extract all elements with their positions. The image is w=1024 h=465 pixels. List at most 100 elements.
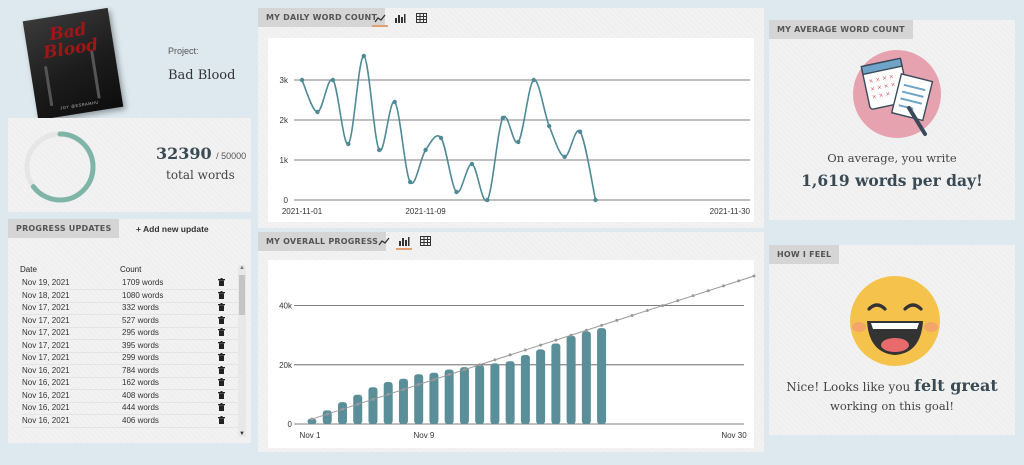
row-count: 1709 words — [122, 278, 164, 287]
target-point — [569, 333, 573, 337]
progress-bar — [520, 355, 530, 424]
progress-bar — [459, 367, 469, 424]
progress-updates-tag: PROGRESS UPDATES — [8, 219, 120, 238]
target-point — [737, 279, 741, 283]
row-date: Nov 19, 2021 — [22, 278, 70, 287]
feel-line2: working on this goal! — [829, 399, 955, 413]
calendar-notes-icon: × × × × × × × × × × × — [853, 50, 941, 138]
target-point — [325, 412, 329, 416]
average-card: MY AVERAGE WORD COUNT × × × × × × × × × … — [769, 20, 1015, 220]
row-date: Nov 18, 2021 — [22, 290, 70, 300]
line-chart-icon[interactable] — [376, 234, 392, 248]
data-point — [392, 99, 397, 105]
scroll-up-arrow[interactable]: ▲ — [239, 265, 245, 271]
target-point — [508, 353, 512, 357]
table-icon[interactable] — [413, 11, 429, 25]
trash-icon[interactable] — [218, 303, 225, 311]
target-point — [356, 402, 360, 406]
daily-line-chart: 0 1k 2k 3k 2021-11-01 2021-11-09 2021-11-30 — [280, 53, 751, 216]
average-line2: 1,619 words per day! — [801, 171, 983, 190]
book-cover: Bad Blood JOY @ESRAMHU — [22, 7, 124, 121]
target-point — [630, 313, 634, 317]
scroll-thumb[interactable] — [239, 275, 245, 315]
progress-bar — [475, 365, 485, 424]
data-point — [593, 197, 598, 203]
target-point — [584, 328, 588, 332]
y-tick-label: 0 — [284, 196, 289, 205]
row-count: 527 words — [122, 315, 159, 325]
trash-icon[interactable] — [218, 340, 225, 349]
cover-tree — [90, 50, 101, 99]
target-point — [340, 407, 344, 411]
row-count: 332 words — [122, 303, 159, 312]
data-point — [407, 179, 413, 185]
data-point — [299, 77, 305, 83]
feel-mood: felt great — [914, 376, 998, 395]
data-point — [546, 123, 552, 129]
trash-icon[interactable] — [218, 403, 225, 411]
table-icon[interactable] — [417, 234, 433, 248]
progress-bar — [444, 369, 454, 424]
data-point — [469, 161, 475, 167]
target-point — [539, 343, 543, 347]
average-line1: On average, you write — [827, 151, 957, 165]
trash-icon[interactable] — [218, 353, 225, 361]
table-row: Nov 17, 2021 299 words — [22, 352, 242, 365]
progress-bar — [566, 335, 576, 424]
target-point — [417, 383, 421, 387]
trash-icon[interactable] — [218, 365, 225, 374]
progress-bar — [398, 378, 408, 424]
trash-icon[interactable] — [218, 290, 225, 299]
cover-tree — [44, 66, 54, 107]
line-chart-icon[interactable] — [372, 11, 388, 27]
row-count: 395 words — [122, 340, 159, 350]
trash-icon[interactable] — [218, 378, 225, 386]
data-point — [423, 147, 428, 153]
progress-bar — [536, 349, 546, 424]
how-i-feel-card: HOW I FEEL Nice! Looks like you felt gre… — [769, 245, 1015, 435]
data-point — [500, 115, 506, 121]
y-tick-label: 20k — [279, 361, 293, 370]
scroll-down-arrow[interactable]: ▼ — [239, 431, 245, 437]
target-point — [722, 284, 726, 288]
table-row: Nov 18, 2021 1080 words — [22, 290, 242, 303]
add-update-button[interactable]: + Add new update — [136, 224, 209, 234]
data-point — [438, 135, 444, 141]
data-point — [330, 77, 336, 83]
progress-bar — [337, 402, 347, 424]
trash-icon[interactable] — [218, 390, 225, 399]
target-point — [401, 387, 405, 391]
daily-word-count-card: MY DAILY WORD COUNT 0 1k 2k 3k 2021-11-01 202… — [258, 8, 764, 228]
target-point — [706, 289, 710, 293]
trash-icon[interactable] — [218, 328, 225, 336]
table-row: Nov 17, 2021 527 words — [22, 315, 242, 328]
data-point — [346, 141, 351, 147]
table-row: Nov 17, 2021 332 words — [22, 302, 242, 315]
row-count: 1080 words — [122, 290, 164, 300]
row-date: Nov 16, 2021 — [22, 403, 70, 412]
target-point — [310, 417, 314, 421]
target-line — [311, 275, 755, 420]
bar-chart-icon[interactable] — [392, 11, 408, 25]
bar-chart-icon[interactable] — [396, 234, 412, 250]
project-label: Project: — [168, 46, 199, 56]
trash-icon[interactable] — [218, 315, 225, 324]
project-name[interactable]: Bad Blood — [168, 68, 236, 83]
col-count-header[interactable]: Count — [120, 265, 142, 274]
row-date: Nov 17, 2021 — [22, 328, 70, 337]
trash-icon[interactable] — [218, 415, 225, 424]
x-tick-label: Nov 1 — [300, 431, 321, 440]
trash-icon[interactable] — [218, 278, 225, 286]
row-count: 784 words — [122, 365, 159, 375]
row-date: Nov 17, 2021 — [22, 340, 70, 350]
y-tick-label: 2k — [280, 116, 289, 125]
col-date-header[interactable]: Date — [20, 265, 37, 274]
target-point — [554, 338, 558, 342]
target-point — [478, 363, 482, 367]
progress-bar — [353, 394, 363, 424]
target-point — [432, 378, 436, 382]
data-point — [531, 77, 536, 83]
overall-bar-chart: 0 20k 40k Nov 1 Nov 9 Nov 30 — [279, 274, 756, 440]
scrollbar[interactable]: ▲ ▼ — [238, 265, 246, 437]
target-point — [752, 274, 756, 278]
